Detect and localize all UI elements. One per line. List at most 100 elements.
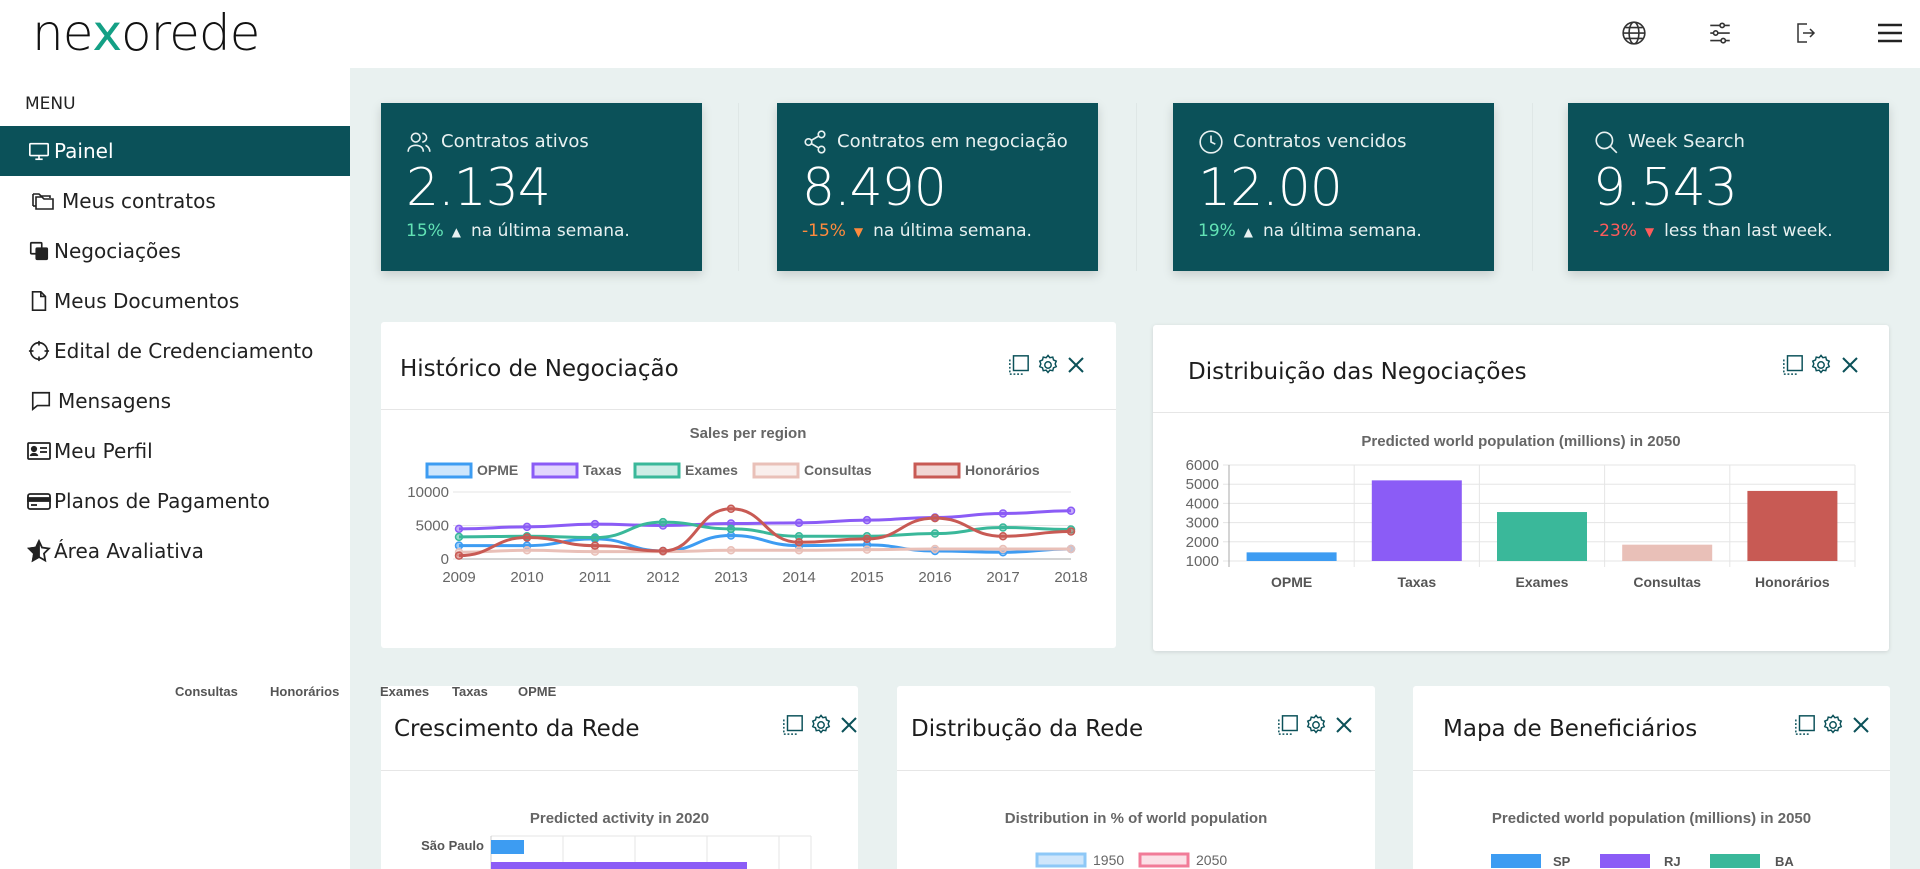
sidebar-item-label: Painel bbox=[54, 139, 114, 163]
close-icon[interactable] bbox=[1064, 353, 1088, 377]
data-point bbox=[590, 541, 600, 550]
gear-icon[interactable] bbox=[809, 713, 833, 737]
sidebar-item-area-avaliativa[interactable]: Área Avaliativa bbox=[0, 526, 350, 576]
panel-crescimento-rede: Crescimento da Rede Predicted activity i… bbox=[381, 686, 858, 869]
stat-label: Contratos vencidos bbox=[1233, 131, 1407, 152]
stat-delta-pct: -23% bbox=[1593, 221, 1637, 241]
bar bbox=[1622, 544, 1713, 561]
copy-icon[interactable] bbox=[1007, 353, 1031, 377]
divider bbox=[381, 409, 1116, 410]
close-icon[interactable] bbox=[1332, 713, 1356, 737]
star-icon bbox=[26, 538, 52, 564]
data-point bbox=[522, 546, 532, 555]
stat-value: 2.134 bbox=[406, 158, 551, 218]
stat-card-contratos-vencidos[interactable]: Contratos vencidos 12.00 19% ▲ na última s… bbox=[1173, 103, 1494, 271]
sidebar-item-label: Meus Documentos bbox=[54, 289, 240, 313]
gear-icon[interactable] bbox=[1821, 713, 1845, 737]
legend-label: Consultas bbox=[804, 462, 872, 478]
category-label: Taxas bbox=[1397, 574, 1436, 590]
gear-icon[interactable] bbox=[1036, 353, 1060, 377]
arrow-down-icon: ▼ bbox=[1644, 225, 1655, 239]
copy-icon[interactable] bbox=[781, 713, 805, 737]
sidebar-item-label: Área Avaliativa bbox=[54, 539, 204, 563]
sidebar-item-edital-de-credenciamento[interactable]: Edital de Credenciamento bbox=[0, 326, 350, 376]
legend-label: Honorários bbox=[270, 684, 340, 699]
data-point bbox=[658, 546, 668, 556]
sidebar-item-planos-de-pagamento[interactable]: Planos de Pagamento bbox=[0, 476, 350, 526]
logout-icon[interactable] bbox=[1790, 18, 1820, 48]
close-icon[interactable] bbox=[1838, 353, 1862, 377]
stat-delta: 19% ▲ na última semana. bbox=[1198, 221, 1422, 241]
monitor-icon bbox=[26, 138, 52, 164]
id-card-icon bbox=[26, 438, 52, 464]
legend-label: Taxas bbox=[583, 462, 622, 478]
sliders-icon[interactable] bbox=[1705, 18, 1735, 48]
sidebar-item-label: Edital de Credenciamento bbox=[54, 339, 314, 363]
chart-title: Distribution in % of world population bbox=[1004, 810, 1268, 827]
divider bbox=[1413, 770, 1890, 771]
sidebar-item-meus-documentos[interactable]: Meus Documentos bbox=[0, 276, 350, 326]
credit-card-icon bbox=[26, 488, 52, 514]
x-tick-label: 2015 bbox=[850, 569, 883, 586]
menu-title: MENU bbox=[25, 94, 76, 114]
copy-icon[interactable] bbox=[1276, 713, 1300, 737]
copy-icon[interactable] bbox=[1793, 713, 1817, 737]
data-point bbox=[1066, 544, 1076, 554]
sidebar-item-painel[interactable]: Painel bbox=[0, 126, 350, 176]
panel-title: Distribuição das Negociações bbox=[1188, 359, 1527, 385]
legend-label: Exames bbox=[380, 684, 430, 699]
legend-label-2050: 2050 bbox=[1196, 852, 1227, 868]
series-line bbox=[458, 547, 1071, 554]
sidebar-item-mensagens[interactable]: Mensagens bbox=[0, 376, 350, 426]
legend-swatch bbox=[425, 462, 473, 479]
data-point bbox=[930, 529, 940, 538]
close-icon[interactable] bbox=[1849, 713, 1873, 737]
arrow-down-icon: ▼ bbox=[853, 225, 864, 239]
stat-card-contratos-em-negociacao[interactable]: Contratos em negociação 8.490 -15% ▼ na úl… bbox=[777, 103, 1098, 271]
copy-icon[interactable] bbox=[1781, 353, 1805, 377]
data-point bbox=[930, 544, 940, 554]
category-label: São Paulo bbox=[421, 838, 484, 853]
x-tick-label: 2014 bbox=[782, 569, 815, 586]
panel-distribuicao-rede: Distribução da Rede Distribution in % of… bbox=[897, 686, 1375, 869]
stat-card-week-search[interactable]: Week Search 9.543 -23% ▼ less than last we… bbox=[1568, 103, 1889, 271]
stat-value: 8.490 bbox=[802, 158, 947, 218]
legend-swatch-rj bbox=[1600, 854, 1650, 868]
x-tick-label: 2012 bbox=[646, 569, 679, 586]
stat-label: Week Search bbox=[1628, 131, 1745, 152]
y-tick-label: 0 bbox=[441, 551, 449, 568]
stat-label: Contratos ativos bbox=[441, 131, 589, 152]
chart-title: Sales per region bbox=[690, 425, 807, 442]
gear-icon[interactable] bbox=[1304, 713, 1328, 737]
legend-swatch-ba bbox=[1710, 854, 1760, 868]
hamburger-menu-icon[interactable] bbox=[1875, 18, 1905, 48]
sidebar-item-meus-contratos[interactable]: Meus contratos bbox=[0, 176, 350, 226]
sidebar-item-meu-perfil[interactable]: Meu Perfil bbox=[0, 426, 350, 476]
gear-icon[interactable] bbox=[1809, 353, 1833, 377]
stat-card-contratos-ativos[interactable]: Contratos ativos 2.134 15% ▲ na última sem… bbox=[381, 103, 702, 271]
top-bar: nexorede bbox=[0, 0, 1920, 68]
chart-legend: SP RJ BA bbox=[1491, 854, 1794, 869]
close-icon[interactable] bbox=[837, 713, 861, 737]
legend-swatch-2050 bbox=[1138, 852, 1190, 868]
stat-delta: -15% ▼ na última semana. bbox=[802, 221, 1032, 241]
panel-title: Histórico de Negociação bbox=[400, 356, 679, 382]
sidebar-item-label: Meus contratos bbox=[62, 189, 216, 213]
logo[interactable]: nexorede bbox=[32, 4, 260, 62]
stat-label: Contratos em negociação bbox=[837, 131, 1068, 152]
data-point bbox=[930, 513, 940, 523]
main-content: Contratos ativos 2.134 15% ▲ na última sem… bbox=[350, 68, 1920, 869]
legend-swatch bbox=[913, 462, 961, 479]
panel-title: Crescimento da Rede bbox=[394, 716, 640, 742]
sidebar-item-negociacoes[interactable]: Negociações bbox=[0, 226, 350, 276]
globe-icon[interactable] bbox=[1619, 18, 1649, 48]
stat-delta-text: na última semana. bbox=[471, 221, 630, 241]
y-tick-label: 10000 bbox=[407, 484, 449, 501]
legend-label-1950: 1950 bbox=[1093, 852, 1124, 868]
y-tick-label: 5000 bbox=[1186, 476, 1219, 493]
divider bbox=[1136, 103, 1137, 271]
stat-value: 9.543 bbox=[1593, 158, 1738, 218]
stat-delta-text: na última semana. bbox=[873, 221, 1032, 241]
divider bbox=[1532, 103, 1533, 271]
panel-title: Distribução da Rede bbox=[911, 716, 1144, 742]
